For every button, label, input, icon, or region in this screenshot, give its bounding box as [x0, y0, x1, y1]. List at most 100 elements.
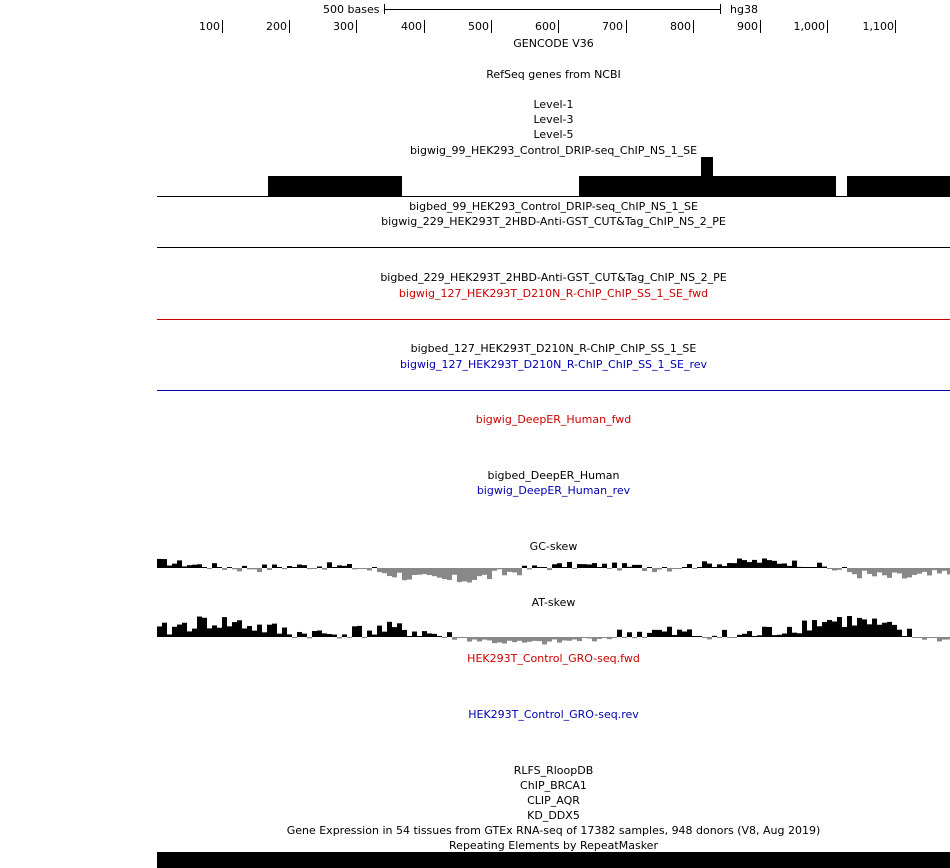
skew-bar — [502, 568, 507, 576]
track-label-bigbed-99[interactable]: bigbed_99_HEK293_Control_DRIP-seq_ChIP_N… — [409, 200, 698, 213]
skew-bar — [212, 563, 217, 568]
skew-bar — [882, 568, 887, 576]
track-label-clip-aqr[interactable]: CLIP_AQR — [527, 794, 580, 807]
skew-bar — [167, 565, 172, 568]
skew-bar — [852, 568, 857, 575]
track-label-bigwig-127-rev[interactable]: bigwig_127_HEK293T_D210N_R-ChIP_ChIP_SS_… — [399, 358, 708, 371]
skew-bar — [447, 568, 452, 580]
skew-bar — [647, 567, 652, 568]
skew-bar — [367, 630, 372, 637]
track-label-repeatmasker[interactable]: Repeating Elements by RepeatMasker — [449, 839, 658, 852]
repeatmasker-feature-bar[interactable] — [157, 852, 950, 868]
skew-bar — [417, 568, 422, 575]
skew-bar — [827, 620, 832, 637]
skew-bar — [742, 633, 747, 637]
skew-bar — [372, 634, 377, 637]
skew-bar — [207, 568, 212, 570]
skew-bar — [542, 637, 547, 645]
track-label-deeper-bigbed[interactable]: bigbed_DeepER_Human — [487, 469, 620, 482]
skew-bar — [472, 637, 477, 640]
skew-bar — [182, 566, 187, 568]
ruler-tick — [491, 20, 492, 33]
skew-bar — [887, 621, 892, 637]
skew-bar — [192, 628, 197, 637]
track-label-gtex[interactable]: Gene Expression in 54 tissues from GTEx … — [286, 824, 821, 837]
skew-bar — [477, 568, 482, 577]
skew-bar — [162, 559, 167, 568]
track-label-bigwig-99[interactable]: bigwig_99_HEK293_Control_DRIP-seq_ChIP_N… — [409, 144, 698, 157]
skew-bar — [572, 568, 577, 569]
assembly-label: hg38 — [730, 3, 758, 16]
skew-bar — [897, 629, 902, 637]
skew-bar — [902, 568, 907, 579]
track-label-level5[interactable]: Level-5 — [533, 128, 574, 141]
skew-bar — [507, 637, 512, 641]
skew-bar — [287, 565, 292, 568]
track-label-chip-brca1[interactable]: ChIP_BRCA1 — [520, 779, 587, 792]
skew-bar — [212, 625, 217, 637]
skew-bar — [262, 632, 267, 637]
skew-bar — [552, 564, 557, 568]
skew-bar — [302, 565, 307, 568]
skew-bar — [907, 568, 912, 578]
skew-bar — [822, 566, 827, 568]
track-label-deeper-fwd[interactable]: bigwig_DeepER_Human_fwd — [475, 413, 632, 426]
skew-bar — [247, 626, 252, 637]
skew-bar — [787, 626, 792, 637]
skew-bar — [532, 637, 537, 641]
track-label-deeper-rev[interactable]: bigwig_DeepER_Human_rev — [476, 484, 631, 497]
skew-bar — [582, 564, 587, 568]
skew-bar — [157, 626, 162, 637]
signal-peak — [701, 157, 713, 177]
track-label-gro-rev[interactable]: HEK293T_Control_GRO-seq.rev — [468, 708, 639, 721]
skew-bar — [647, 632, 652, 637]
skew-bar — [817, 562, 822, 568]
ruler-tick — [222, 20, 223, 33]
skew-bar — [847, 616, 852, 637]
track-label-bigbed-229[interactable]: bigbed_229_HEK293T_2HBD-Anti-GST_CUT&Tag… — [380, 271, 727, 284]
track-label-refseq[interactable]: RefSeq genes from NCBI — [486, 68, 621, 81]
ruler-tick — [827, 20, 828, 33]
track-label-bigwig-229[interactable]: bigwig_229_HEK293T_2HBD-Anti-GST_CUT&Tag… — [381, 215, 726, 228]
track-label-gc-skew[interactable]: GC-skew — [529, 540, 578, 553]
skew-bar — [512, 568, 517, 573]
skew-bar — [307, 568, 312, 570]
ruler-tick — [558, 20, 559, 33]
skew-bar — [352, 568, 357, 570]
skew-bar — [702, 561, 707, 568]
skew-bar — [672, 635, 677, 637]
skew-bar — [822, 621, 827, 637]
skew-bar — [887, 568, 892, 578]
skew-bar — [757, 562, 762, 568]
skew-bar — [792, 632, 797, 637]
track-label-bigwig-127-fwd[interactable]: bigwig_127_HEK293T_D210N_R-ChIP_ChIP_SS_… — [398, 287, 709, 300]
track-label-at-skew[interactable]: AT-skew — [531, 596, 576, 609]
track-label-gro-fwd[interactable]: HEK293T_Control_GRO-seq.fwd — [467, 652, 640, 665]
skew-bar — [172, 626, 177, 637]
skew-bar — [567, 637, 572, 641]
track-label-rlfs[interactable]: RLFS_RloopDB — [513, 764, 594, 777]
skew-bar — [542, 567, 547, 568]
skew-bar — [687, 629, 692, 637]
skew-bar — [937, 568, 942, 574]
track-label-bigbed-127[interactable]: bigbed_127_HEK293T_D210N_R-ChIP_ChIP_SS_… — [410, 342, 697, 355]
skew-bar — [732, 637, 737, 638]
track-label-kd-ddx5[interactable]: KD_DDX5 — [527, 809, 580, 822]
skew-bar — [942, 568, 947, 571]
skew-bar — [547, 637, 552, 642]
track-label-gencode[interactable]: GENCODE V36 — [513, 37, 594, 50]
track-label-level1[interactable]: Level-1 — [533, 98, 574, 111]
skew-bar — [747, 562, 752, 568]
track-label-level3[interactable]: Level-3 — [533, 113, 574, 126]
skew-bar — [392, 568, 397, 578]
skew-bar — [587, 564, 592, 568]
skew-bar — [557, 563, 562, 568]
skew-bar — [602, 563, 607, 568]
skew-bar — [497, 637, 502, 643]
skew-bar — [722, 629, 727, 637]
skew-bar — [197, 616, 202, 637]
skew-bar — [332, 567, 337, 568]
skew-bar — [342, 565, 347, 568]
skew-bar — [622, 563, 627, 568]
